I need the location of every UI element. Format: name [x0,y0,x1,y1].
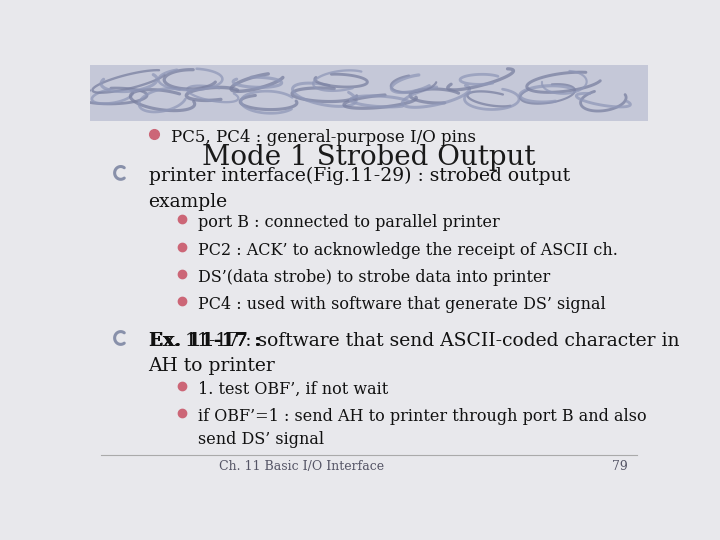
Text: Ch. 11 Basic I/O Interface: Ch. 11 Basic I/O Interface [220,461,384,474]
Text: Ex. 11-17 :: Ex. 11-17 : [148,332,261,350]
FancyBboxPatch shape [90,65,648,121]
Text: port B : connected to parallel printer: port B : connected to parallel printer [198,214,500,232]
Text: PC5, PC4 : general-purpose I/O pins: PC5, PC4 : general-purpose I/O pins [171,129,476,146]
Text: 1. test OBF’, if not wait: 1. test OBF’, if not wait [198,381,388,398]
Text: if OBF’=1 : send AH to printer through port B and also
send DS’ signal: if OBF’=1 : send AH to printer through p… [198,408,647,448]
Text: Ex. 11-17 :: Ex. 11-17 : [148,332,261,350]
Text: PC2 : ACK’ to acknowledge the receipt of ASCII ch.: PC2 : ACK’ to acknowledge the receipt of… [198,241,618,259]
Text: printer interface(Fig.11-29) : strobed output
example: printer interface(Fig.11-29) : strobed o… [148,167,570,211]
Text: Mode 1 Strobed Output: Mode 1 Strobed Output [202,144,536,171]
Text: DS’(data strobe) to strobe data into printer: DS’(data strobe) to strobe data into pri… [198,268,550,286]
Text: Ex. 11-17 : software that send ASCII-coded character in
AH to printer: Ex. 11-17 : software that send ASCII-cod… [148,332,679,375]
Text: PC4 : used with software that generate DS’ signal: PC4 : used with software that generate D… [198,295,606,313]
Text: 79: 79 [612,461,628,474]
